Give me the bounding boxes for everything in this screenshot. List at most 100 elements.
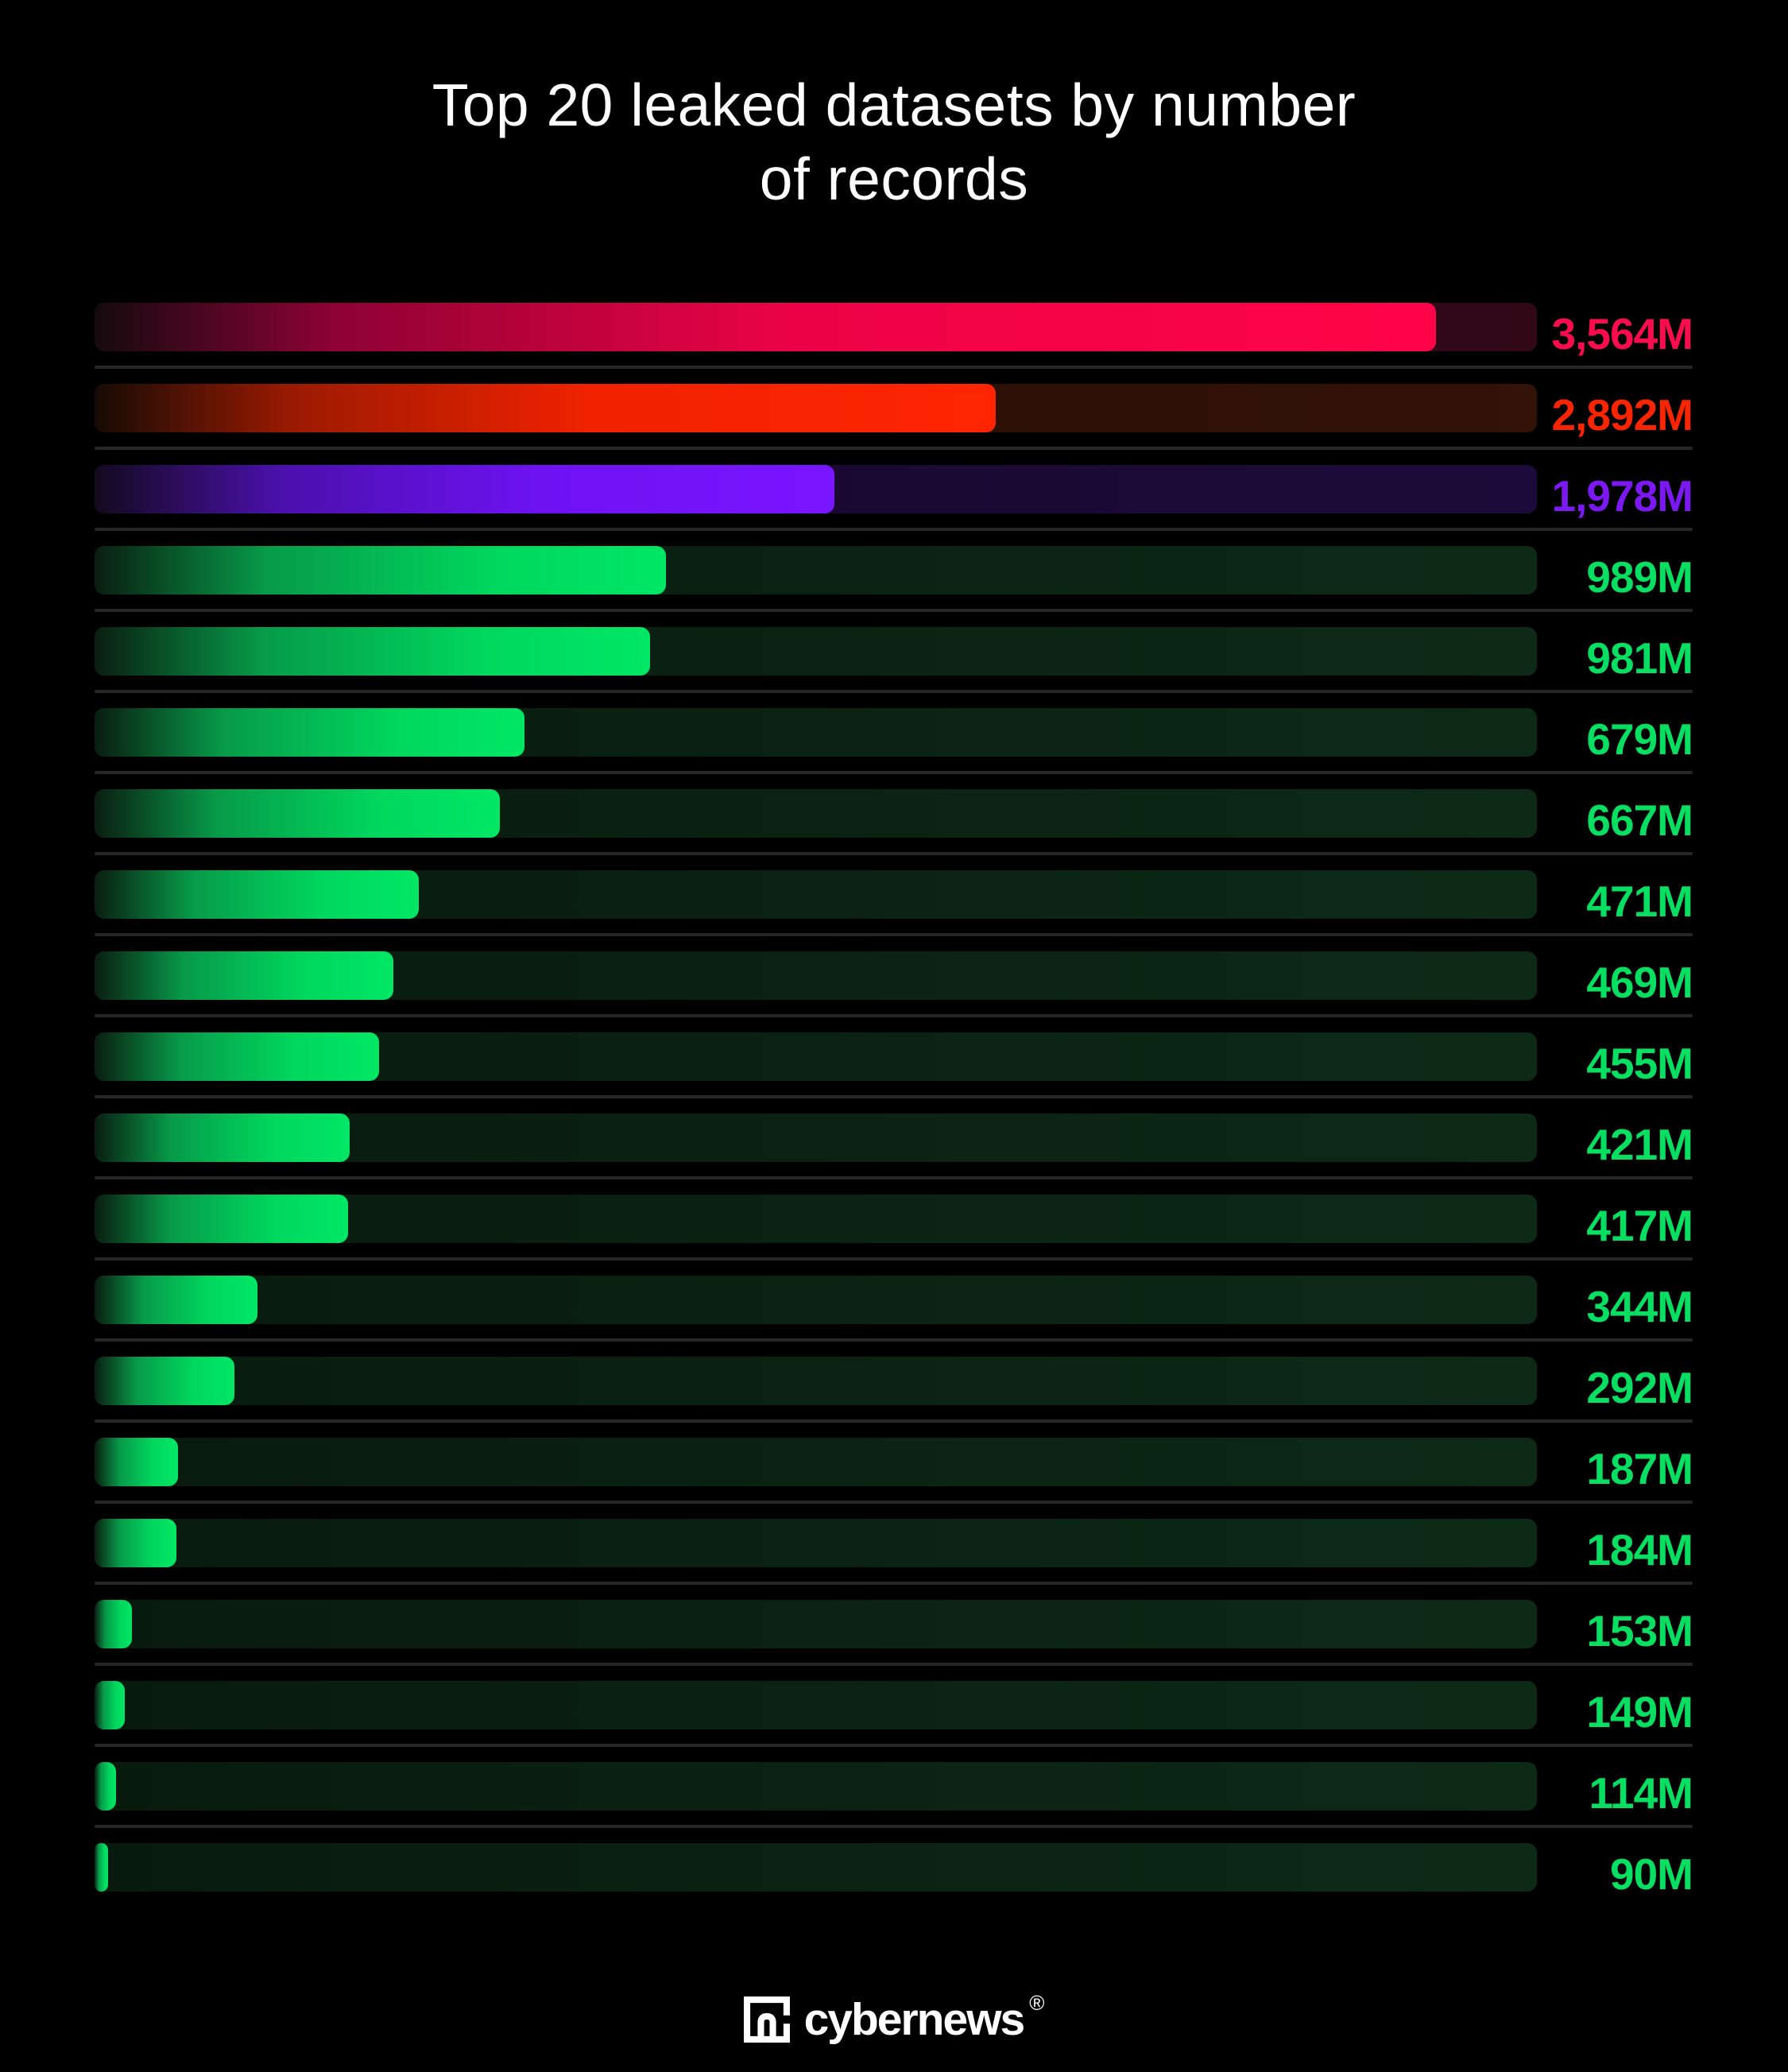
bar-row-11: 421M	[95, 1113, 1693, 1179]
bar-row-17: 153M	[95, 1600, 1693, 1666]
row-separator	[95, 690, 1693, 693]
bar-row-1: 3,564M	[95, 303, 1693, 369]
bar-track	[95, 1519, 1537, 1567]
row-separator	[95, 1501, 1693, 1504]
bar-track	[95, 1113, 1537, 1162]
bar-fill	[95, 789, 500, 838]
bar-value-label: 471M	[1586, 877, 1693, 926]
bar-value-label: 184M	[1586, 1525, 1693, 1574]
brand-wordmark: cybernews ®	[803, 1993, 1045, 2045]
bar-fill	[95, 1843, 109, 1892]
row-separator	[95, 447, 1693, 450]
row-separator	[95, 609, 1693, 612]
bar-value-label: 981M	[1586, 633, 1693, 683]
bar-track	[95, 384, 1537, 432]
bar-chart: 3,564M 2,892M 1,978M 989M 981M 679M 667M 471M 46…	[95, 303, 1693, 1924]
bar-track	[95, 1032, 1537, 1081]
bar-value-label: 344M	[1586, 1282, 1693, 1331]
bar-fill	[95, 1438, 179, 1486]
row-separator	[95, 1176, 1693, 1179]
bar-row-2: 2,892M	[95, 384, 1693, 450]
bar-row-5: 981M	[95, 627, 1693, 693]
bar-fill	[95, 870, 420, 919]
row-separator	[95, 1257, 1693, 1261]
bar-value-label: 90M	[1610, 1849, 1693, 1899]
bar-track	[95, 546, 1537, 594]
bar-value-label: 469M	[1586, 958, 1693, 1007]
bar-fill	[95, 1113, 350, 1162]
bar-row-20: 90M	[95, 1843, 1693, 1896]
bar-value-label: 187M	[1586, 1444, 1693, 1493]
bar-fill	[95, 1681, 126, 1729]
bar-fill	[95, 1762, 117, 1811]
bar-value-label: 679M	[1586, 715, 1693, 764]
bar-track	[95, 1600, 1537, 1648]
bar-rows: 3,564M 2,892M 1,978M 989M 981M 679M 667M 471M 46…	[95, 303, 1693, 1896]
row-separator	[95, 1663, 1693, 1666]
bar-value-label: 149M	[1586, 1687, 1693, 1737]
bar-row-19: 114M	[95, 1762, 1693, 1828]
row-separator	[95, 933, 1693, 936]
row-separator	[95, 1095, 1693, 1098]
bar-value-label: 1,978M	[1551, 471, 1693, 521]
registered-trademark-icon: ®	[1029, 1990, 1045, 2015]
bar-track	[95, 303, 1537, 351]
bar-fill	[95, 1357, 235, 1405]
bar-fill	[95, 1195, 349, 1243]
bar-value-label: 667M	[1586, 796, 1693, 845]
row-separator	[95, 1825, 1693, 1828]
row-separator	[95, 366, 1693, 369]
row-separator	[95, 528, 1693, 531]
bar-row-6: 679M	[95, 708, 1693, 774]
chart-title-line-2: of records	[759, 145, 1029, 212]
bar-value-label: 3,564M	[1551, 309, 1693, 358]
bar-row-14: 292M	[95, 1357, 1693, 1423]
bar-track	[95, 1276, 1537, 1324]
bar-track	[95, 789, 1537, 838]
row-separator	[95, 1744, 1693, 1747]
row-separator	[95, 1419, 1693, 1423]
bar-track	[95, 1843, 1537, 1892]
bar-track	[95, 627, 1537, 676]
bar-row-12: 417M	[95, 1195, 1693, 1261]
bar-fill	[95, 465, 835, 513]
bar-track	[95, 1357, 1537, 1405]
bar-value-label: 417M	[1586, 1201, 1693, 1250]
bar-fill	[95, 303, 1436, 351]
bar-fill	[95, 1600, 133, 1648]
bar-value-label: 989M	[1586, 552, 1693, 602]
row-separator	[95, 1014, 1693, 1017]
brand-name: cybernews	[803, 1993, 1026, 2045]
bar-value-label: 114M	[1589, 1768, 1693, 1818]
bar-track	[95, 708, 1537, 757]
bar-row-8: 471M	[95, 870, 1693, 936]
row-separator	[95, 1338, 1693, 1342]
chart-title: Top 20 leaked datasets by number of reco…	[0, 68, 1788, 216]
bar-fill	[95, 951, 393, 1000]
bar-fill	[95, 708, 524, 757]
bar-track	[95, 1195, 1537, 1243]
bar-fill	[95, 1276, 258, 1324]
bar-row-15: 187M	[95, 1438, 1693, 1504]
chart-title-line-1: Top 20 leaked datasets by number	[432, 72, 1356, 138]
bar-value-label: 455M	[1586, 1039, 1693, 1088]
bar-row-18: 149M	[95, 1681, 1693, 1747]
bar-fill	[95, 546, 666, 594]
bar-track	[95, 465, 1537, 513]
bar-row-3: 1,978M	[95, 465, 1693, 531]
bar-value-label: 153M	[1586, 1606, 1693, 1656]
bar-value-label: 421M	[1586, 1120, 1693, 1169]
bar-track	[95, 951, 1537, 1000]
bar-track	[95, 1438, 1537, 1486]
footer-brand: cybernews ®	[0, 1993, 1788, 2045]
row-separator	[95, 852, 1693, 855]
row-separator	[95, 771, 1693, 774]
bar-row-9: 469M	[95, 951, 1693, 1017]
bar-fill	[95, 384, 997, 432]
bar-value-label: 292M	[1586, 1363, 1693, 1412]
row-separator	[95, 1582, 1693, 1585]
cybernews-logo-icon	[743, 1996, 790, 2043]
bar-track	[95, 1681, 1537, 1729]
bar-track	[95, 1762, 1537, 1811]
